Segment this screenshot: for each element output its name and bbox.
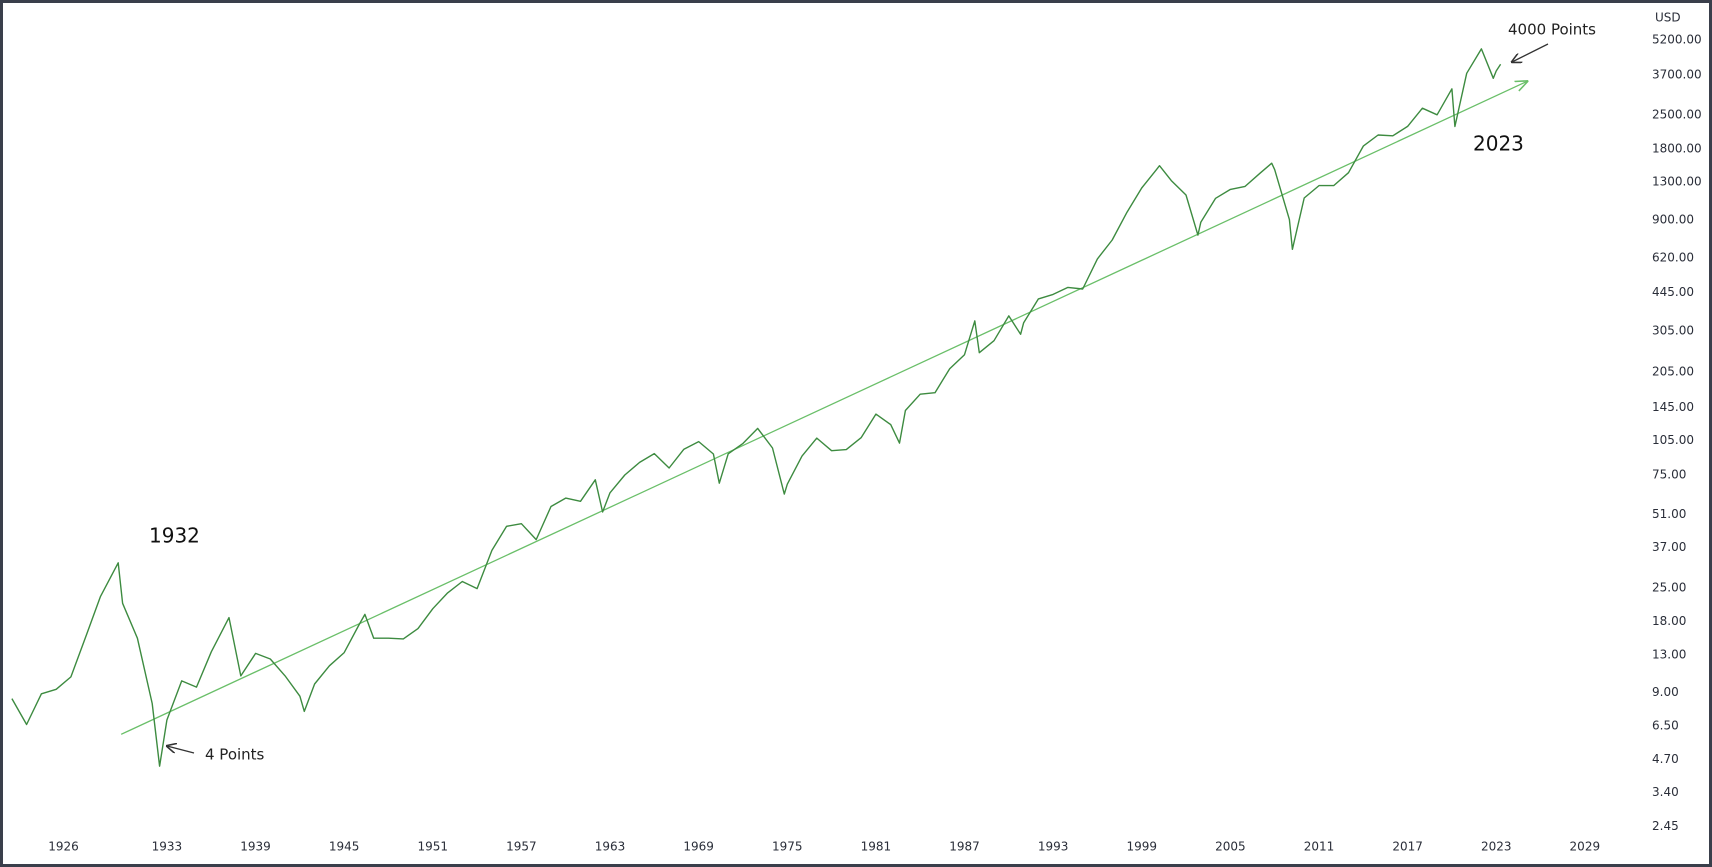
x-tick-label: 2005 bbox=[1215, 840, 1246, 854]
x-tick-label: 1939 bbox=[240, 840, 271, 854]
y-tick-label: 75.00 bbox=[1652, 468, 1686, 482]
y-tick-label: 5200.00 bbox=[1652, 32, 1702, 46]
y-tick-label: 37.00 bbox=[1652, 540, 1686, 554]
annotation: 4000 Points bbox=[1508, 21, 1596, 39]
y-tick-label: 2.45 bbox=[1652, 819, 1679, 833]
annotation-arrow bbox=[167, 746, 195, 754]
x-tick-label: 1963 bbox=[595, 840, 626, 854]
x-tick-label: 1981 bbox=[861, 840, 892, 854]
y-tick-label: 445.00 bbox=[1652, 285, 1694, 299]
x-tick-label: 1969 bbox=[683, 840, 714, 854]
y-tick-label: 51.00 bbox=[1652, 507, 1686, 521]
y-tick-label: 205.00 bbox=[1652, 364, 1694, 378]
y-tick-label: 4.70 bbox=[1652, 752, 1679, 766]
annotation-arrow bbox=[1512, 43, 1549, 62]
y-tick-label: 6.50 bbox=[1652, 719, 1679, 733]
y-tick-label: 13.00 bbox=[1652, 647, 1686, 661]
y-tick-label: 3700.00 bbox=[1652, 67, 1702, 81]
x-tick-label: 1975 bbox=[772, 840, 803, 854]
x-tick-label: 1945 bbox=[329, 840, 360, 854]
annotation: 4 Points bbox=[205, 746, 265, 764]
axis-unit: USD bbox=[1655, 11, 1681, 25]
x-tick-label: 1993 bbox=[1038, 840, 1069, 854]
y-tick-label: 3.40 bbox=[1652, 785, 1679, 799]
y-tick-label: 1800.00 bbox=[1652, 141, 1702, 155]
x-tick-label: 1933 bbox=[152, 840, 183, 854]
y-tick-label: 18.00 bbox=[1652, 614, 1686, 628]
y-tick-label: 105.00 bbox=[1652, 433, 1694, 447]
x-tick-label: 1951 bbox=[418, 840, 449, 854]
x-tick-label: 1926 bbox=[48, 840, 79, 854]
y-tick-label: 2500.00 bbox=[1652, 108, 1702, 122]
y-tick-label: 305.00 bbox=[1652, 324, 1694, 338]
annotation: 1932 bbox=[149, 524, 200, 548]
price-line bbox=[11, 48, 1502, 767]
x-tick-label: 1957 bbox=[506, 840, 537, 854]
y-tick-label: 25.00 bbox=[1652, 580, 1686, 594]
x-tick-label: 2023 bbox=[1481, 840, 1512, 854]
x-tick-label: 1999 bbox=[1126, 840, 1157, 854]
y-tick-label: 145.00 bbox=[1652, 400, 1694, 414]
x-tick-label: 2011 bbox=[1304, 840, 1335, 854]
y-tick-label: 620.00 bbox=[1652, 251, 1694, 265]
trend-line bbox=[120, 81, 1527, 735]
y-tick-label: 9.00 bbox=[1652, 685, 1679, 699]
x-tick-label: 2017 bbox=[1392, 840, 1423, 854]
x-tick-label: 2029 bbox=[1570, 840, 1601, 854]
x-tick-label: 1987 bbox=[949, 840, 980, 854]
y-tick-label: 900.00 bbox=[1652, 212, 1694, 226]
annotation: 2023 bbox=[1473, 132, 1524, 156]
y-tick-label: 1300.00 bbox=[1652, 175, 1702, 189]
